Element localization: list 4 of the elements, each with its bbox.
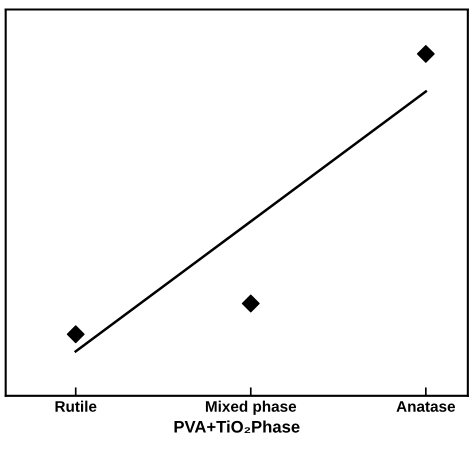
x-tick-label: Rutile xyxy=(56,400,96,412)
x-tick-label: Mixed phase xyxy=(206,400,296,415)
x-axis-title: PVA+TiO₂Phase xyxy=(174,420,300,434)
x-tick-label: Anatase xyxy=(396,401,456,412)
